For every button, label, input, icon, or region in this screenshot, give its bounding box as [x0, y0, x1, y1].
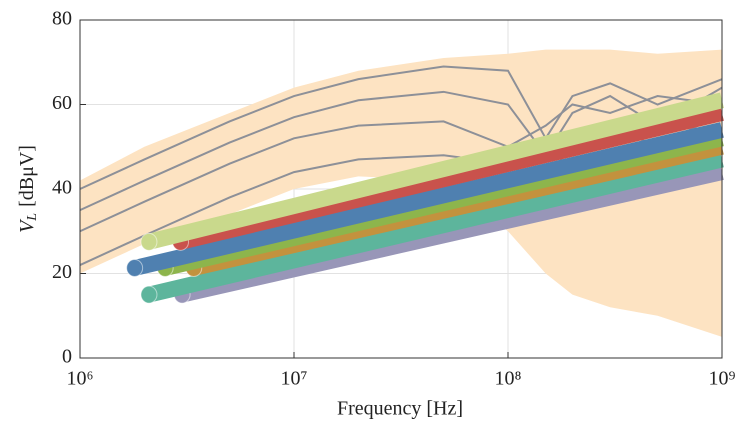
y-tick-label: 60 — [52, 92, 72, 114]
y-axis-label: VL [dBμV] — [16, 145, 41, 233]
x-tick-label: 10⁷ — [281, 368, 308, 390]
y-label-subscript: L — [25, 213, 40, 222]
cable — [132, 122, 724, 276]
y-tick-label: 20 — [52, 261, 72, 283]
cable — [147, 151, 724, 303]
cable — [178, 105, 724, 250]
x-tick-label: 10⁶ — [67, 368, 94, 390]
plot-frame — [79, 19, 723, 359]
y-label-unit: [dBμV] — [16, 145, 38, 207]
y-label-symbol: V — [16, 218, 38, 233]
line — [79, 86, 723, 212]
cable — [147, 92, 724, 250]
y-tick-label: 80 — [52, 8, 72, 30]
cable-end — [126, 259, 144, 278]
line — [79, 95, 723, 233]
y-tick-label: 0 — [62, 346, 72, 368]
cable-end — [140, 285, 158, 304]
cable-end — [140, 232, 158, 251]
x-tick-label: 10⁹ — [709, 368, 736, 390]
x-tick-label: 10⁸ — [495, 368, 522, 390]
x-axis-label: Frequency [Hz] — [337, 398, 463, 420]
y-tick-label: 40 — [52, 177, 72, 199]
cable — [180, 164, 724, 303]
line — [79, 65, 723, 190]
envelope-band — [80, 49, 722, 337]
